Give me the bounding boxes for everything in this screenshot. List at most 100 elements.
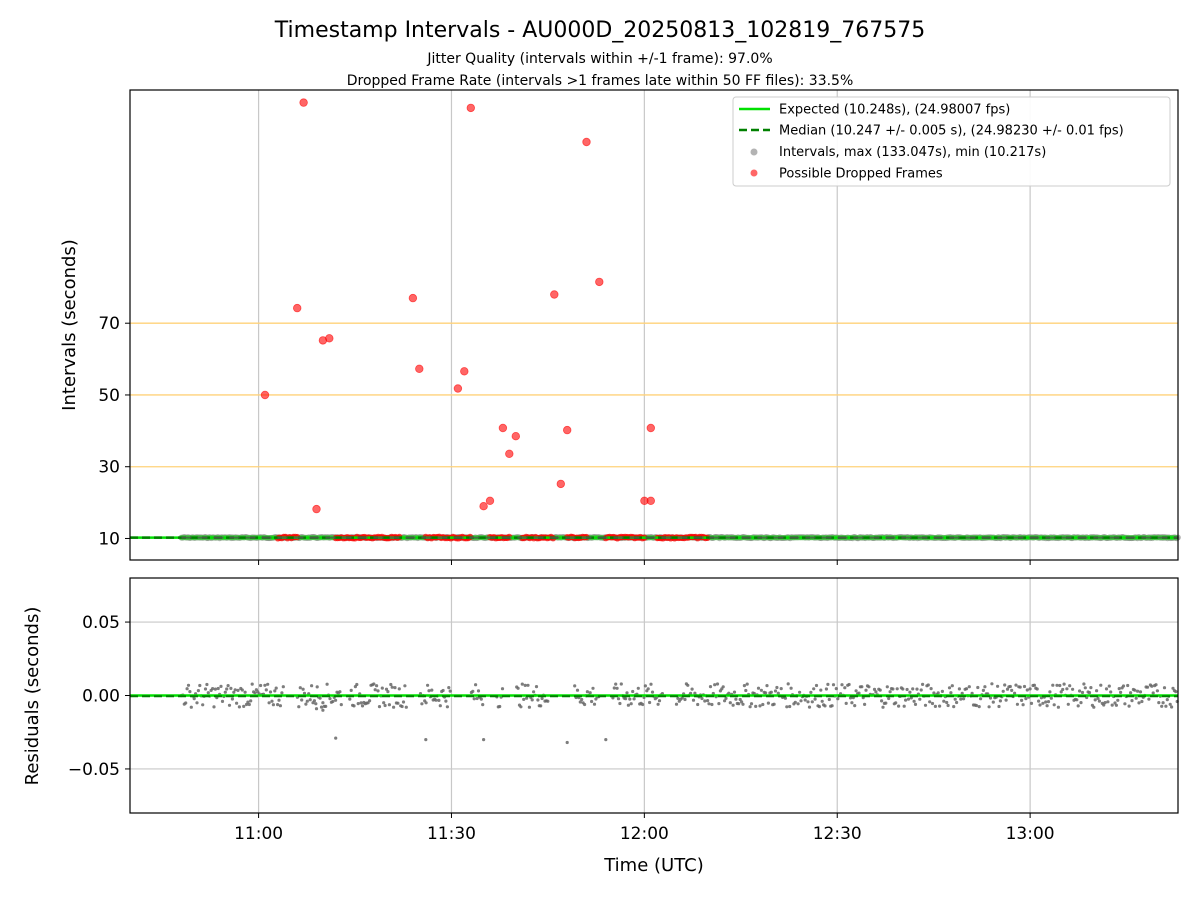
residual-point	[195, 701, 199, 705]
residual-point	[710, 702, 714, 707]
residual-point	[263, 683, 267, 687]
residual-point	[1041, 701, 1045, 705]
residual-point	[1096, 696, 1100, 701]
residual-point	[834, 687, 838, 691]
residual-point	[246, 700, 250, 704]
dropped-frame-point	[556, 479, 565, 489]
residual-point	[758, 704, 762, 708]
residual-point	[957, 687, 962, 691]
residual-point	[629, 702, 633, 706]
legend-dropped-swatch	[750, 169, 758, 177]
dropped-frame-point	[646, 496, 655, 505]
residual-point	[325, 682, 329, 686]
x-axis-ticks: 11:00 11:30 12:00 12:30 13:00	[234, 560, 1055, 844]
residual-point	[807, 705, 812, 709]
residual-point	[1099, 683, 1103, 687]
dropped-frame-point	[550, 290, 559, 299]
bottom-panel-ticks: 0.05 0.00 −0.05	[68, 613, 130, 780]
residual-point	[713, 683, 717, 687]
residual-point	[384, 687, 389, 691]
residual-point	[646, 687, 650, 691]
residual-point	[740, 700, 744, 704]
residual-point	[356, 702, 360, 706]
residual-point	[359, 701, 363, 705]
residual-point	[426, 683, 430, 687]
dropped-frame-point	[460, 367, 469, 376]
residual-point	[249, 699, 253, 703]
residual-point	[775, 685, 779, 690]
residual-point	[1095, 689, 1099, 693]
residual-point	[540, 696, 544, 701]
residual-point	[1083, 686, 1087, 690]
residual-point	[744, 688, 748, 693]
residual-point	[615, 686, 619, 690]
residual-point	[1025, 688, 1029, 692]
bottom-y-tick-label: 0.00	[82, 687, 120, 707]
residual-point	[1117, 687, 1121, 691]
residual-point	[1071, 687, 1075, 691]
residual-point	[817, 705, 822, 709]
residual-point	[392, 705, 396, 709]
residual-point	[310, 684, 314, 688]
residual-point	[1103, 701, 1107, 705]
residual-point	[281, 685, 285, 689]
residual-point	[814, 683, 819, 688]
residual-point	[952, 705, 956, 709]
residual-point	[850, 701, 854, 705]
residual-point	[915, 687, 919, 691]
residual-point	[799, 699, 803, 703]
residual-point	[964, 687, 969, 691]
residual-point	[872, 687, 877, 692]
residual-point	[908, 690, 912, 694]
residual-point	[539, 704, 543, 708]
residual-point	[891, 687, 895, 691]
residual-point	[526, 683, 530, 687]
residual-point	[338, 690, 342, 694]
residual-point	[244, 702, 249, 707]
top-y-tick-label: 50	[98, 386, 120, 406]
residual-point	[798, 690, 802, 694]
residual-point	[236, 688, 240, 693]
residual-point	[887, 696, 891, 701]
residual-point	[481, 703, 485, 707]
residual-point	[1065, 687, 1069, 691]
residual-point	[583, 702, 587, 707]
residual-point	[427, 689, 431, 693]
residual-point	[360, 704, 365, 708]
residual-point	[836, 697, 840, 701]
residual-point	[1046, 700, 1051, 704]
legend: Expected (10.248s), (24.98007 fps) Media…	[732, 96, 1171, 187]
dropped-frame-point	[325, 334, 334, 343]
residual-point	[1136, 689, 1140, 693]
residual-point	[185, 687, 189, 691]
chart-title: Timestamp Intervals - AU000D_20250813_10…	[274, 18, 925, 43]
residual-point	[475, 696, 479, 701]
top-panel-reference-lines	[130, 322, 1178, 468]
residual-point	[591, 686, 595, 690]
residual-point	[377, 705, 382, 709]
residual-point	[397, 687, 401, 691]
residual-point	[990, 682, 994, 686]
residual-point	[1123, 702, 1127, 706]
residual-point	[895, 687, 899, 691]
residual-point	[188, 690, 192, 694]
residual-point	[1114, 703, 1118, 707]
residual-point	[803, 698, 807, 702]
residual-point	[843, 686, 847, 690]
residual-point	[636, 686, 640, 690]
residual-point	[321, 701, 325, 705]
residual-point	[618, 701, 622, 706]
residual-point	[703, 699, 707, 703]
residual-point	[331, 699, 335, 704]
residual-point	[1150, 684, 1154, 688]
residual-point	[1168, 702, 1172, 706]
residual-point	[1032, 683, 1036, 687]
bottom-y-tick-label: −0.05	[68, 760, 120, 780]
residual-point	[612, 686, 616, 690]
residual-point	[271, 703, 275, 707]
residual-point	[237, 705, 241, 709]
residual-point	[1068, 684, 1072, 688]
residual-point	[1061, 687, 1065, 692]
residual-point	[348, 697, 352, 701]
dropped-frame-point	[505, 449, 514, 458]
